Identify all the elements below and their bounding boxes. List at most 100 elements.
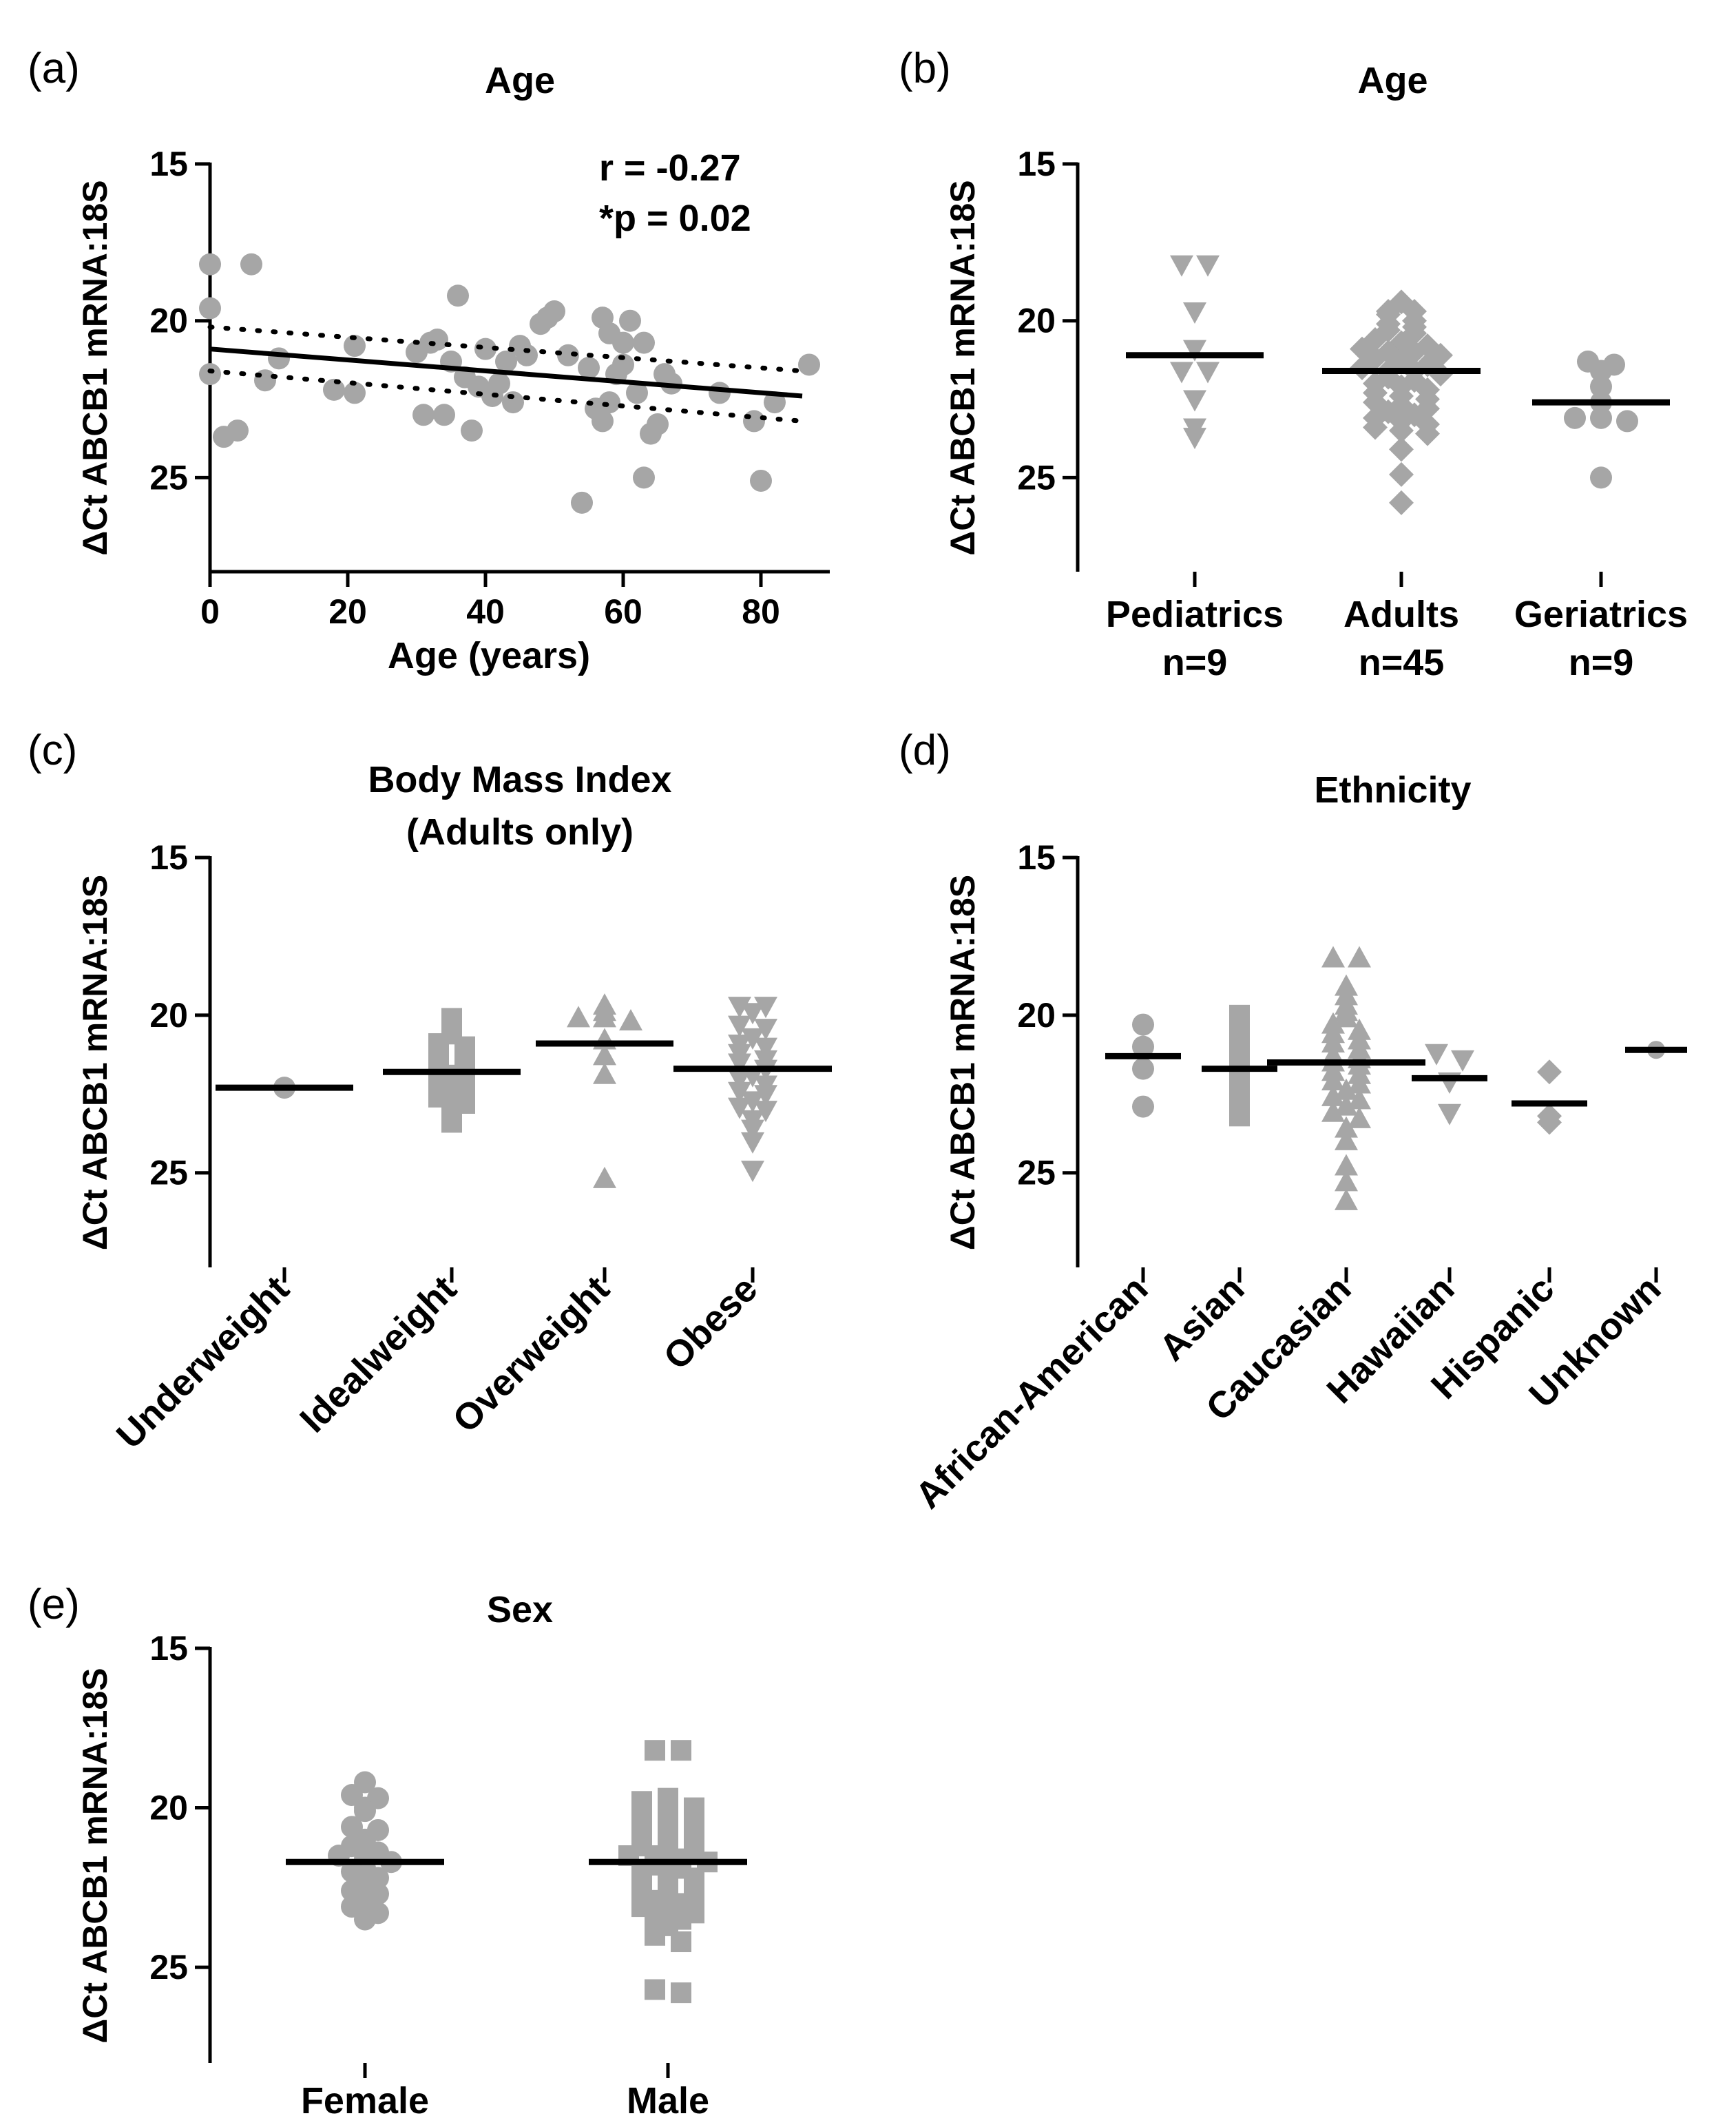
data-point <box>1321 1084 1345 1106</box>
data-point <box>578 357 600 379</box>
x-category-label: Asian <box>1151 1268 1252 1369</box>
data-point <box>474 338 496 360</box>
data-point <box>593 1062 616 1084</box>
chart-title: Sex <box>487 1589 553 1630</box>
data-point <box>461 419 483 442</box>
data-point <box>1590 375 1612 398</box>
data-point <box>754 1019 777 1041</box>
data-point <box>1321 1100 1345 1122</box>
data-point <box>612 331 634 354</box>
data-point <box>199 253 221 276</box>
data-point <box>743 410 765 433</box>
data-point <box>268 347 290 370</box>
data-point <box>593 1166 616 1188</box>
data-point <box>344 382 366 404</box>
data-point <box>1335 1154 1358 1176</box>
chart-title: Body Mass Index <box>368 759 671 800</box>
data-point <box>1590 360 1612 382</box>
category-group: Geriatrics n=9 <box>1514 350 1688 683</box>
data-point <box>741 1028 764 1050</box>
data-point <box>619 309 641 332</box>
data-point <box>754 1037 777 1059</box>
category-group: Adults n=45 <box>1322 289 1481 683</box>
panel-e: (e) Sex ΔCt ABCB1 mRNA:18S 15 20 25 Female Male <box>28 1581 747 2121</box>
x-category-label: African-American <box>908 1268 1156 1517</box>
data-point <box>1335 1006 1358 1028</box>
y-axis-title: ΔCt ABCB1 mRNA:18S <box>76 180 114 555</box>
data-point <box>728 1081 751 1103</box>
data-points <box>199 253 820 514</box>
data-point <box>741 1161 764 1183</box>
data-point <box>354 1908 376 1931</box>
stat-annotation: r = -0.27 <box>599 147 741 189</box>
data-point <box>571 491 593 514</box>
data-point <box>1183 390 1206 412</box>
data-point <box>1389 418 1414 444</box>
data-point <box>633 331 655 354</box>
y-tick-label: 25 <box>1017 1154 1056 1192</box>
panel-a: (a) Age ΔCt ABCB1 mRNA:18S 15 20 25 0 20 40 60 80 A… <box>28 45 830 676</box>
x-category-label: Adults <box>1343 594 1459 635</box>
x-category-label: Pediatrics <box>1106 594 1284 635</box>
chart-title: Ethnicity <box>1314 769 1471 811</box>
y-tick-label: 20 <box>149 996 188 1035</box>
data-point <box>671 1931 691 1953</box>
data-point <box>750 469 772 492</box>
data-point <box>709 382 731 404</box>
data-point <box>633 466 655 489</box>
chart-title: Age <box>485 60 555 101</box>
y-tick-label: 25 <box>149 1948 188 1986</box>
data-point <box>1321 946 1345 968</box>
panel-c: (c) Body Mass Index (Adults only) ΔCt ABCB1… <box>28 727 832 1457</box>
x-tick-label: 0 <box>200 592 220 631</box>
y-tick-label: 20 <box>1017 996 1056 1035</box>
data-point <box>592 410 614 433</box>
x-tick-label: 20 <box>328 592 367 631</box>
data-point <box>1350 336 1374 362</box>
data-point <box>612 353 634 376</box>
data-point <box>1183 340 1206 362</box>
data-point <box>502 391 524 414</box>
data-point <box>1170 255 1193 277</box>
regression-line <box>209 346 803 399</box>
panel-letter: (e) <box>28 1581 80 1628</box>
data-point <box>1335 1078 1358 1100</box>
data-point <box>593 1006 616 1028</box>
data-point <box>593 1044 616 1066</box>
data-point <box>728 1097 751 1119</box>
category-group: Overweight <box>445 993 673 1440</box>
y-axis-title: ΔCt ABCB1 mRNA:18S <box>943 180 982 555</box>
data-point <box>741 1119 764 1141</box>
data-point <box>1132 1035 1154 1058</box>
data-point <box>1389 490 1414 515</box>
data-point <box>741 1132 764 1154</box>
x-tick-label: 80 <box>742 592 780 631</box>
data-point <box>1348 946 1371 968</box>
data-point <box>1335 1128 1358 1150</box>
y-tick-label: 15 <box>149 838 188 877</box>
x-category-label: Underweight <box>109 1268 297 1457</box>
data-point <box>1132 1095 1154 1118</box>
x-axis-title: Age (years) <box>388 635 590 676</box>
data-point <box>495 350 517 373</box>
panel-letter: (c) <box>28 727 77 774</box>
data-point <box>671 1982 691 2004</box>
data-point <box>1564 406 1586 429</box>
data-point <box>227 419 249 442</box>
category-group: Pediatrics n=9 <box>1106 255 1284 683</box>
chart-title: (Adults only) <box>406 811 634 853</box>
data-point <box>1451 1050 1474 1072</box>
data-point <box>671 1740 691 1761</box>
y-tick-label: 15 <box>1017 838 1056 877</box>
data-point <box>1335 1116 1358 1138</box>
data-point <box>1389 437 1414 462</box>
category-group: Obese <box>656 997 832 1378</box>
data-point <box>1321 1068 1345 1090</box>
data-point <box>1196 255 1220 277</box>
data-point <box>1590 466 1612 489</box>
panel-letter: (b) <box>899 45 951 92</box>
data-point <box>1425 1044 1448 1066</box>
y-tick-label: 25 <box>149 1154 188 1192</box>
data-point <box>741 1003 764 1025</box>
